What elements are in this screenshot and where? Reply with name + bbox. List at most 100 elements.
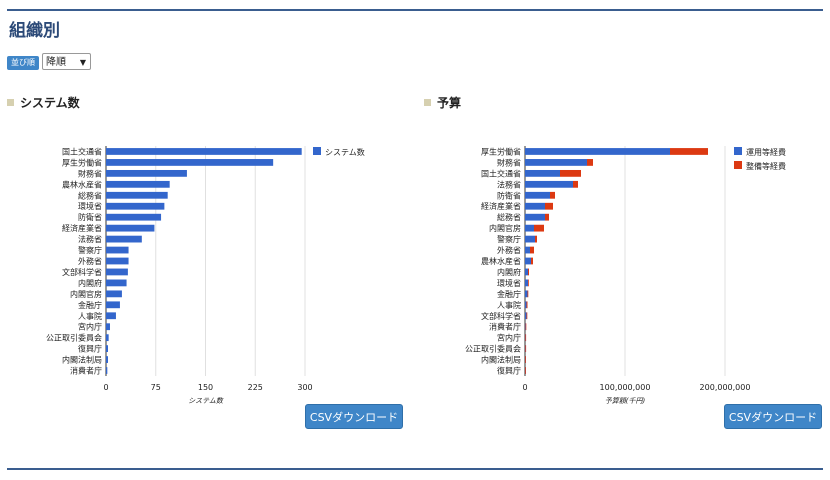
- bar: [525, 268, 528, 276]
- x-axis-title: システム数: [188, 397, 224, 405]
- csv-download-button-budget[interactable]: CSVダウンロード: [724, 404, 822, 429]
- x-tick-label: 100,000,000: [600, 383, 651, 392]
- bar: [106, 334, 109, 342]
- x-tick-label: 200,000,000: [700, 383, 751, 392]
- category-label: 環境省: [78, 201, 102, 211]
- bar: [106, 312, 116, 320]
- sort-label: 並び順: [7, 56, 39, 70]
- category-label: 厚生労働省: [62, 157, 102, 167]
- section-square-icon: [7, 99, 14, 106]
- category-label: 防衛省: [497, 190, 521, 200]
- bar: [587, 159, 593, 166]
- legend-entry: 整備等経費: [746, 161, 786, 171]
- category-label: 法務省: [497, 179, 521, 189]
- bottom-rule: [7, 468, 823, 470]
- category-label: 外務省: [497, 245, 521, 255]
- category-label: 警察庁: [78, 245, 102, 255]
- bar: [528, 279, 529, 287]
- bar: [530, 246, 534, 254]
- category-label: 警察庁: [497, 234, 521, 244]
- category-label: 文部科学省: [62, 267, 102, 277]
- category-label: 経済産業省: [481, 201, 521, 211]
- bar: [526, 312, 528, 320]
- bar: [525, 323, 527, 331]
- category-label: 厚生労働省: [481, 146, 521, 156]
- bar: [525, 169, 560, 177]
- system-count-section-title: システム数: [7, 94, 80, 111]
- bar: [560, 169, 581, 177]
- bar: [525, 345, 527, 353]
- bar: [525, 312, 527, 320]
- x-tick-label: 225: [248, 383, 263, 392]
- category-label: 宮内庁: [78, 322, 102, 332]
- bar: [525, 202, 545, 210]
- bar: [106, 159, 274, 166]
- x-tick-label: 150: [198, 383, 213, 392]
- bar: [106, 202, 165, 210]
- bar: [535, 235, 537, 243]
- bar: [525, 191, 550, 199]
- csv-download-button-system-count[interactable]: CSVダウンロード: [305, 404, 403, 429]
- top-rule: [7, 9, 823, 11]
- bar: [527, 290, 529, 298]
- category-label: 財務省: [78, 168, 102, 178]
- category-label: 人事院: [78, 311, 102, 321]
- category-label: 国土交通省: [62, 146, 102, 156]
- bar: [106, 279, 127, 287]
- bar: [106, 323, 110, 331]
- category-label: 農林水産省: [62, 179, 102, 189]
- category-label: 内閣法制局: [62, 355, 102, 365]
- bar: [525, 246, 530, 254]
- category-label: 金融庁: [78, 300, 102, 310]
- category-label: 内閣官房: [489, 223, 521, 233]
- bar: [526, 301, 528, 309]
- bar: [525, 367, 526, 374]
- category-label: 防衛省: [78, 212, 102, 222]
- category-label: 公正取引委員会: [46, 333, 102, 343]
- bar: [106, 224, 155, 232]
- bar: [545, 213, 549, 221]
- category-label: 宮内庁: [497, 333, 521, 343]
- bar: [525, 224, 534, 232]
- category-label: 総務省: [497, 212, 521, 222]
- category-label: 法務省: [78, 234, 102, 244]
- x-tick-label: 300: [297, 383, 312, 392]
- category-label: 内閣府: [78, 278, 102, 288]
- bar: [525, 148, 670, 155]
- bar: [106, 257, 129, 265]
- bar: [534, 224, 544, 232]
- category-label: 人事院: [497, 300, 521, 310]
- category-label: 復興庁: [78, 344, 102, 354]
- bar: [106, 191, 168, 199]
- bar: [525, 213, 545, 221]
- bar: [106, 268, 128, 276]
- x-tick-label: 0: [103, 383, 108, 392]
- bar: [525, 356, 526, 363]
- bar: [106, 246, 129, 254]
- bar: [528, 268, 529, 276]
- bar: [525, 180, 573, 188]
- legend-entry: システム数: [325, 147, 365, 157]
- bar: [106, 235, 142, 243]
- bar: [573, 180, 578, 188]
- bar: [106, 290, 122, 298]
- section-square-icon: [424, 99, 431, 106]
- category-label: 外務省: [78, 256, 102, 266]
- legend-swatch: [734, 147, 742, 155]
- category-label: 農林水産省: [481, 256, 521, 266]
- bar: [525, 235, 535, 243]
- bar: [531, 257, 533, 265]
- bar: [106, 213, 162, 221]
- category-label: 国土交通省: [481, 168, 521, 178]
- legend-swatch: [734, 161, 742, 169]
- sort-order-select[interactable]: 降順 ▼: [42, 53, 91, 70]
- chevron-down-icon: ▼: [79, 58, 86, 67]
- x-tick-label: 75: [151, 383, 161, 392]
- bar: [525, 323, 526, 331]
- category-label: 金融庁: [497, 289, 521, 299]
- category-label: 総務省: [78, 190, 102, 200]
- bar: [670, 148, 708, 155]
- x-axis-title: 予算額(千円): [605, 397, 646, 405]
- budget-section-title: 予算: [424, 94, 461, 111]
- category-label: 消費者庁: [489, 322, 521, 332]
